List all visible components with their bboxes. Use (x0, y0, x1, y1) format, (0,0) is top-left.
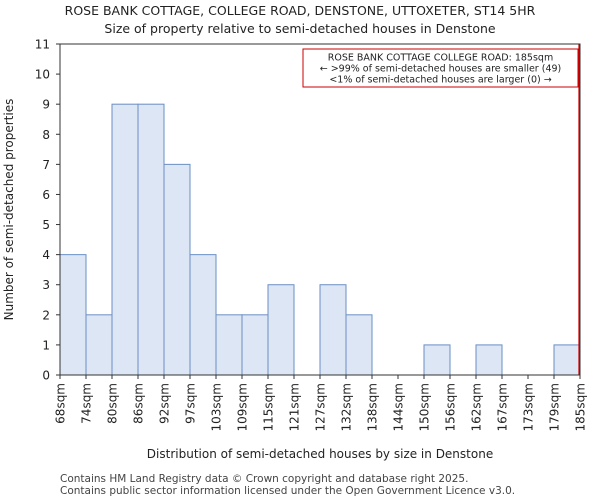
bar-127sqm (319, 284, 347, 376)
bar-115sqm (267, 284, 295, 376)
chart-title: ROSE BANK COTTAGE, COLLEGE ROAD, DENSTON… (64, 3, 536, 18)
y-tick-label: 3 (42, 278, 50, 292)
x-tick-label: 68sqm (54, 383, 68, 424)
annotation-box: ROSE BANK COTTAGE COLLEGE ROAD: 185sqm ←… (302, 48, 579, 88)
x-tick-label: 109sqm (236, 383, 250, 431)
y-tick-label: 6 (42, 188, 50, 202)
x-tick-label: 173sqm (522, 383, 536, 431)
x-tick-label: 132sqm (340, 383, 354, 431)
x-tick-label: 185sqm (574, 383, 588, 431)
x-tick-label: 162sqm (470, 383, 484, 431)
bar-179sqm (553, 344, 581, 376)
footer-line-1: Contains HM Land Registry data © Crown c… (60, 473, 469, 485)
annotation-frame (302, 48, 579, 88)
y-tick-label: 9 (42, 98, 50, 112)
x-tick-label: 103sqm (210, 383, 224, 431)
bar-74sqm (85, 314, 113, 376)
y-tick-label: 4 (42, 248, 50, 262)
x-tick-label: 144sqm (392, 383, 406, 431)
bar-103sqm (215, 314, 243, 376)
y-tick-label: 8 (42, 128, 50, 142)
x-tick-label: 74sqm (80, 383, 94, 424)
x-tick-label: 80sqm (106, 383, 120, 424)
bar-162sqm (475, 344, 503, 376)
x-tick-label: 167sqm (496, 383, 510, 431)
y-tick-label: 10 (35, 68, 50, 82)
x-tick-label: 115sqm (262, 383, 276, 431)
y-axis-label: Number of semi-detached properties (2, 99, 16, 321)
x-tick-label: 127sqm (314, 383, 328, 431)
x-tick-label: 138sqm (366, 383, 380, 431)
footer-line-2: Contains public sector information licen… (60, 485, 516, 497)
x-tick-label: 121sqm (288, 383, 302, 431)
x-tick-label: 86sqm (132, 383, 146, 424)
x-tick-label: 179sqm (548, 383, 562, 431)
annotation-line-1: ROSE BANK COTTAGE COLLEGE ROAD: 185sqm (328, 53, 553, 64)
bar-86sqm (137, 103, 165, 376)
x-tick-label: 150sqm (418, 383, 432, 431)
y-tick-label: 1 (42, 338, 50, 352)
y-tick-label: 7 (42, 158, 50, 172)
annotation-line-3: <1% of semi-detached houses are larger (… (329, 75, 551, 86)
bar-68sqm (59, 254, 87, 376)
bar-80sqm (111, 103, 139, 376)
y-axis: 0 1 2 3 4 5 6 7 8 9 10 11 (35, 38, 60, 383)
bars-group (59, 103, 581, 376)
x-tick-label: 92sqm (158, 383, 172, 424)
y-tick-label: 5 (42, 218, 50, 232)
annotation-line-2: ← >99% of semi-detached houses are small… (320, 64, 562, 75)
chart-subtitle: Size of property relative to semi-detach… (104, 21, 496, 36)
bar-132sqm (345, 314, 373, 376)
y-tick-label: 2 (42, 308, 50, 322)
x-tick-label: 97sqm (184, 383, 198, 424)
bar-150sqm (423, 344, 451, 376)
y-tick-label: 0 (42, 369, 50, 383)
x-axis: 68sqm 74sqm 80sqm 86sqm 92sqm 97sqm 103sqm 109s… (54, 375, 588, 431)
y-tick-label: 11 (35, 38, 50, 52)
x-tick-label: 156sqm (444, 383, 458, 431)
x-axis-label: Distribution of semi-detached houses by … (147, 447, 493, 461)
bar-92sqm (163, 163, 191, 376)
bar-97sqm (189, 254, 217, 376)
bar-109sqm (241, 314, 269, 376)
